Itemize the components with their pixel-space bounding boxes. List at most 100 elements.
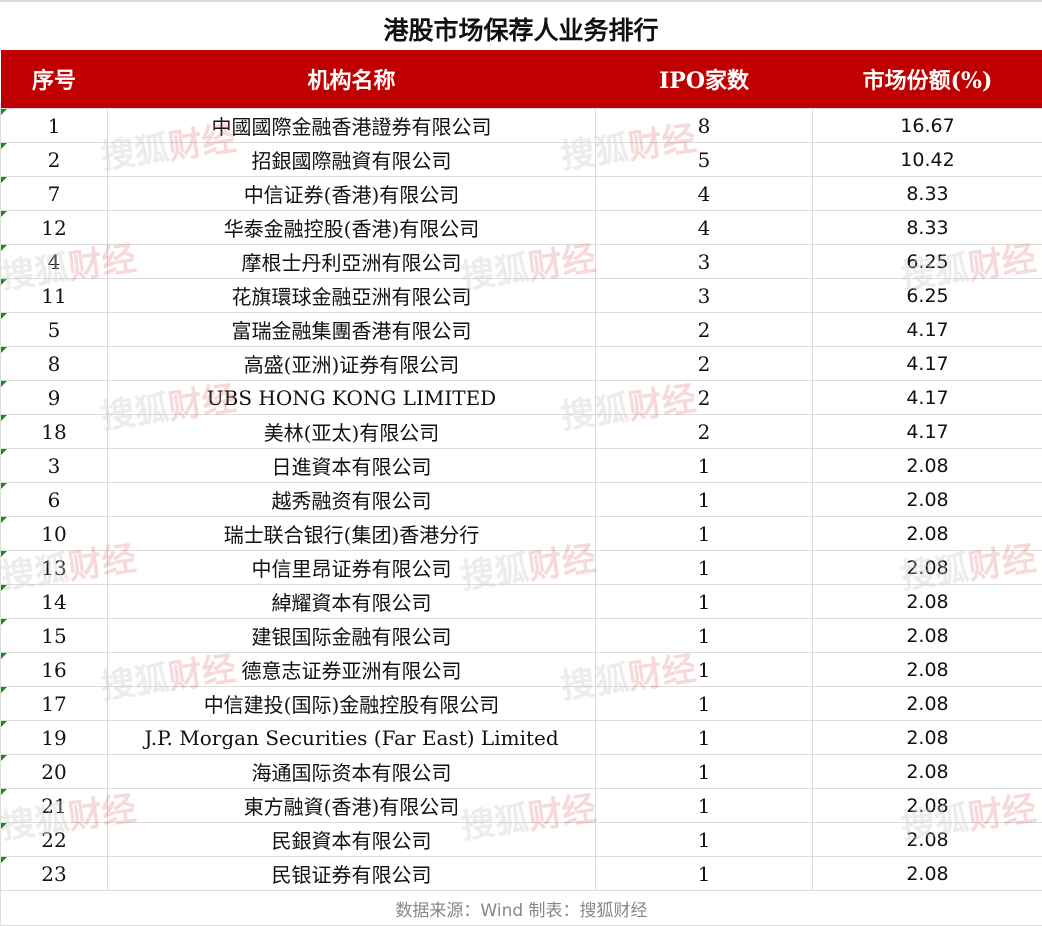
ipo-count-cell: 1: [596, 823, 813, 857]
ipo-count-cell: 1: [596, 687, 813, 721]
name-cell: 招銀國際融資有限公司: [108, 143, 596, 177]
header-ipo-count: IPO家数: [596, 50, 813, 109]
rank-cell: 15: [1, 619, 108, 653]
share-cell: 8.33: [813, 177, 1042, 211]
share-cell: 4.17: [813, 381, 1042, 415]
header-rank: 序号: [1, 50, 108, 109]
name-cell: 綽耀資本有限公司: [108, 585, 596, 619]
share-cell: 2.08: [813, 483, 1042, 517]
table-title: 港股市场保荐人业务排行: [0, 0, 1042, 50]
rank-cell: 16: [1, 653, 108, 687]
ipo-count-cell: 2: [596, 381, 813, 415]
share-cell: 2.08: [813, 551, 1042, 585]
share-cell: 2.08: [813, 755, 1042, 789]
share-cell: 8.33: [813, 211, 1042, 245]
ipo-count-cell: 2: [596, 347, 813, 381]
name-cell: 中信建投(国际)金融控股有限公司: [108, 687, 596, 721]
share-cell: 2.08: [813, 857, 1042, 891]
name-cell: 美林(亚太)有限公司: [108, 415, 596, 449]
name-cell: 中信证券(香港)有限公司: [108, 177, 596, 211]
rank-cell: 21: [1, 789, 108, 823]
ipo-count-cell: 1: [596, 755, 813, 789]
rank-cell: 8: [1, 347, 108, 381]
ipo-count-cell: 2: [596, 313, 813, 347]
rank-cell: 9: [1, 381, 108, 415]
rank-cell: 3: [1, 449, 108, 483]
rank-cell: 19: [1, 721, 108, 755]
rank-cell: 2: [1, 143, 108, 177]
header-row: 序号 机构名称 IPO家数 市场份额(%): [1, 50, 1042, 109]
rank-cell: 10: [1, 517, 108, 551]
ipo-count-cell: 4: [596, 211, 813, 245]
ipo-count-cell: 3: [596, 245, 813, 279]
share-cell: 2.08: [813, 619, 1042, 653]
name-cell: 富瑞金融集團香港有限公司: [108, 313, 596, 347]
ipo-count-cell: 1: [596, 483, 813, 517]
rank-cell: 5: [1, 313, 108, 347]
share-cell: 2.08: [813, 449, 1042, 483]
name-cell: 中國國際金融香港證券有限公司: [108, 109, 596, 143]
source-note: 数据来源：Wind 制表：搜狐财经: [1, 891, 1042, 926]
share-cell: 6.25: [813, 279, 1042, 313]
rank-cell: 4: [1, 245, 108, 279]
share-cell: 2.08: [813, 517, 1042, 551]
name-cell: 民銀資本有限公司: [108, 823, 596, 857]
share-cell: 2.08: [813, 789, 1042, 823]
share-cell: 6.25: [813, 245, 1042, 279]
name-cell: 华泰金融控股(香港)有限公司: [108, 211, 596, 245]
share-cell: 4.17: [813, 313, 1042, 347]
name-cell: 建银国际金融有限公司: [108, 619, 596, 653]
name-cell: 花旗環球金融亞洲有限公司: [108, 279, 596, 313]
ipo-count-cell: 1: [596, 551, 813, 585]
name-cell: 東方融資(香港)有限公司: [108, 789, 596, 823]
header-name: 机构名称: [108, 50, 596, 109]
share-cell: 4.17: [813, 347, 1042, 381]
ipo-count-cell: 1: [596, 653, 813, 687]
ipo-count-cell: 1: [596, 449, 813, 483]
ipo-count-cell: 2: [596, 415, 813, 449]
share-cell: 2.08: [813, 687, 1042, 721]
ipo-count-cell: 8: [596, 109, 813, 143]
rank-cell: 23: [1, 857, 108, 891]
rank-cell: 7: [1, 177, 108, 211]
name-cell: 中信里昂证券有限公司: [108, 551, 596, 585]
rank-cell: 13: [1, 551, 108, 585]
share-cell: 16.67: [813, 109, 1042, 143]
ipo-count-cell: 1: [596, 517, 813, 551]
rank-cell: 1: [1, 109, 108, 143]
share-cell: 2.08: [813, 585, 1042, 619]
rank-cell: 14: [1, 585, 108, 619]
name-cell: UBS HONG KONG LIMITED: [108, 381, 596, 415]
name-cell: 日進資本有限公司: [108, 449, 596, 483]
ipo-count-cell: 1: [596, 857, 813, 891]
share-cell: 4.17: [813, 415, 1042, 449]
ipo-count-cell: 1: [596, 619, 813, 653]
name-cell: J.P. Morgan Securities (Far East) Limite…: [108, 721, 596, 755]
name-cell: 瑞士联合银行(集团)香港分行: [108, 517, 596, 551]
rank-cell: 12: [1, 211, 108, 245]
rank-cell: 11: [1, 279, 108, 313]
ipo-count-cell: 4: [596, 177, 813, 211]
name-cell: 德意志证券亚洲有限公司: [108, 653, 596, 687]
rank-cell: 18: [1, 415, 108, 449]
name-cell: 海通国际资本有限公司: [108, 755, 596, 789]
ipo-count-cell: 3: [596, 279, 813, 313]
